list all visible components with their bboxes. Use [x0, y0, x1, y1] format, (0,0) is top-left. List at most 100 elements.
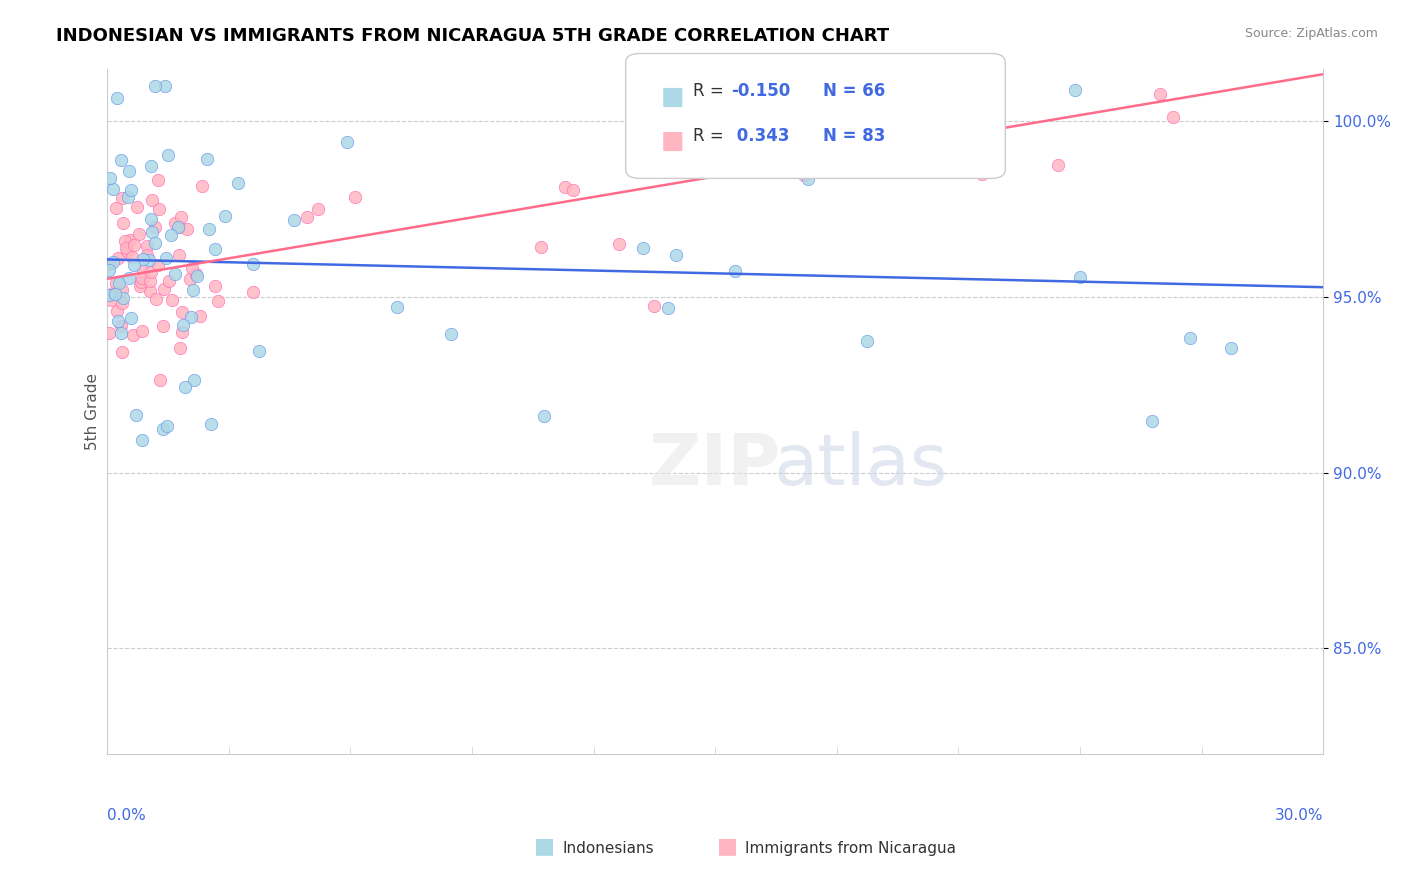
Point — [643, 299, 665, 313]
Point — [188, 309, 211, 323]
Point — [631, 241, 654, 255]
Point — [148, 173, 170, 187]
Point — [111, 191, 134, 205]
Point — [530, 240, 553, 254]
Point — [157, 148, 180, 162]
Point — [136, 239, 159, 253]
Point — [970, 167, 993, 181]
Text: ■: ■ — [661, 129, 685, 153]
Point — [174, 380, 197, 394]
Point — [165, 267, 187, 281]
Text: atlas: atlas — [773, 432, 949, 500]
Point — [180, 310, 202, 324]
Point — [139, 265, 162, 279]
Point — [111, 296, 134, 310]
Text: 0.0%: 0.0% — [107, 808, 146, 823]
Point — [145, 236, 167, 251]
Point — [849, 79, 872, 94]
Point — [131, 271, 153, 285]
Text: N = 66: N = 66 — [823, 82, 884, 100]
Point — [98, 263, 121, 277]
Point — [120, 311, 142, 326]
Point — [823, 103, 845, 118]
Point — [181, 261, 204, 276]
Point — [343, 190, 366, 204]
Point — [172, 318, 194, 332]
Point — [1069, 270, 1091, 285]
Point — [167, 220, 190, 235]
Point — [121, 328, 143, 343]
Text: 0.343: 0.343 — [731, 127, 790, 145]
Point — [148, 202, 170, 216]
Point — [117, 190, 139, 204]
Point — [157, 273, 180, 287]
Point — [1215, 44, 1237, 58]
Point — [186, 267, 208, 281]
Point — [1219, 341, 1241, 355]
Point — [141, 193, 163, 207]
Point — [887, 112, 910, 127]
Point — [128, 227, 150, 242]
Point — [724, 264, 747, 278]
Point — [533, 409, 555, 423]
Point — [110, 326, 132, 340]
Text: Indonesians: Indonesians — [562, 841, 654, 856]
Point — [139, 211, 162, 226]
Point — [129, 275, 152, 289]
Point — [856, 334, 879, 348]
Point — [198, 221, 221, 235]
Text: INDONESIAN VS IMMIGRANTS FROM NICARAGUA 5TH GRADE CORRELATION CHART: INDONESIAN VS IMMIGRANTS FROM NICARAGUA … — [56, 27, 890, 45]
Point — [179, 271, 201, 285]
Point — [156, 418, 179, 433]
Point — [204, 278, 226, 293]
Point — [129, 279, 152, 293]
Text: Immigrants from Nicaragua: Immigrants from Nicaragua — [745, 841, 956, 856]
Point — [111, 216, 134, 230]
Point — [111, 283, 134, 297]
Point — [98, 257, 121, 271]
Point — [132, 264, 155, 278]
Point — [166, 219, 188, 234]
Point — [152, 422, 174, 436]
Point — [143, 220, 166, 235]
Point — [160, 228, 183, 243]
Point — [104, 286, 127, 301]
Point — [1149, 87, 1171, 102]
Text: ■: ■ — [534, 837, 555, 856]
Point — [105, 304, 128, 318]
Point — [101, 182, 124, 196]
Point — [657, 301, 679, 315]
Point — [127, 200, 149, 214]
Point — [191, 178, 214, 193]
Point — [114, 234, 136, 248]
Point — [724, 134, 747, 148]
Point — [176, 222, 198, 236]
Text: R =: R = — [693, 127, 730, 145]
Point — [200, 417, 222, 431]
Point — [152, 318, 174, 333]
Point — [186, 268, 208, 283]
Point — [135, 247, 157, 261]
Point — [100, 293, 122, 307]
Point — [242, 257, 264, 271]
Text: ■: ■ — [661, 85, 685, 109]
Point — [143, 79, 166, 94]
Point — [242, 285, 264, 299]
Point — [163, 216, 186, 230]
Point — [183, 373, 205, 387]
Text: 30.0%: 30.0% — [1275, 808, 1323, 823]
Point — [139, 159, 162, 173]
Point — [1140, 414, 1163, 428]
Point — [122, 237, 145, 252]
Point — [122, 258, 145, 272]
Point — [110, 153, 132, 167]
Point — [107, 251, 129, 265]
Point — [607, 236, 630, 251]
Point — [107, 313, 129, 327]
Point — [1064, 83, 1087, 97]
Point — [898, 165, 921, 179]
Point — [963, 89, 986, 103]
Point — [153, 79, 176, 94]
Point — [121, 250, 143, 264]
Point — [214, 209, 236, 223]
